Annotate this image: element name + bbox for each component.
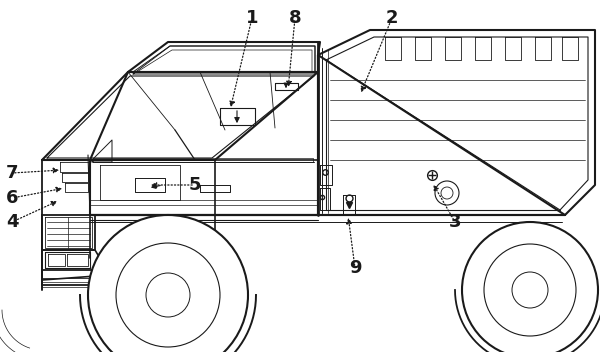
Text: 8: 8 xyxy=(289,9,301,27)
Text: 3: 3 xyxy=(449,213,461,231)
Polygon shape xyxy=(490,330,595,352)
Text: 5: 5 xyxy=(189,176,201,194)
Text: 7: 7 xyxy=(6,164,18,182)
Circle shape xyxy=(484,244,576,336)
Circle shape xyxy=(116,243,220,347)
Text: 9: 9 xyxy=(349,259,361,277)
Circle shape xyxy=(435,181,459,205)
Text: 2: 2 xyxy=(386,9,398,27)
Circle shape xyxy=(146,273,190,317)
Circle shape xyxy=(512,272,548,308)
Text: 1: 1 xyxy=(246,9,258,27)
Text: 6: 6 xyxy=(6,189,18,207)
Text: 4: 4 xyxy=(6,213,18,231)
Circle shape xyxy=(462,222,598,352)
Circle shape xyxy=(88,215,248,352)
